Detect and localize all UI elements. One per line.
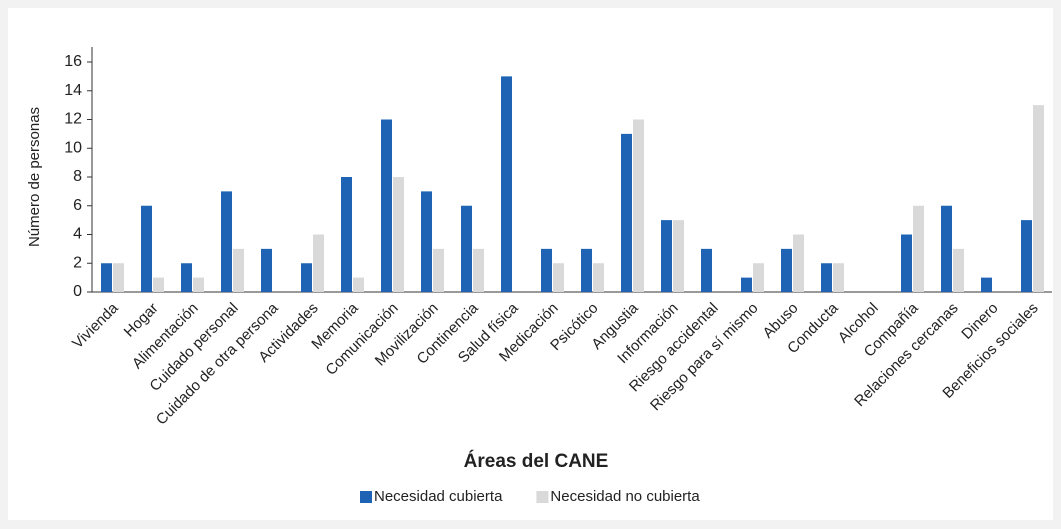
bar: [101, 263, 112, 292]
bar: [421, 191, 432, 292]
bar: [621, 133, 632, 292]
bar: [193, 277, 204, 292]
legend-label: Necesidad no cubierta: [550, 488, 700, 505]
y-axis-label: Número de personas: [26, 107, 43, 247]
bar: [701, 248, 712, 292]
bar: [581, 248, 592, 292]
legend-swatch: [536, 491, 549, 503]
legend-label: Necesidad cubierta: [374, 488, 503, 505]
plot-background: [8, 8, 1053, 520]
y-tick-label: 8: [73, 168, 82, 185]
y-tick-label: 10: [64, 139, 82, 156]
bar: [141, 205, 152, 292]
bar: [433, 248, 444, 292]
bar: [181, 263, 192, 292]
bar: [793, 234, 804, 292]
bar: [833, 263, 844, 292]
bar: [821, 263, 832, 292]
y-tick-label: 16: [64, 53, 82, 70]
bar: [393, 177, 404, 292]
y-tick-label: 0: [73, 283, 82, 300]
bar: [1021, 220, 1032, 292]
bar: [473, 248, 484, 292]
bar: [381, 119, 392, 292]
bar: [313, 234, 324, 292]
x-axis-label: Áreas del CANE: [464, 450, 609, 472]
bar: [593, 263, 604, 292]
bar: [353, 277, 364, 292]
bar: [341, 177, 352, 292]
bar: [113, 263, 124, 292]
bar: [673, 220, 684, 292]
bar: [1033, 105, 1044, 292]
bar: [301, 263, 312, 292]
bar: [753, 263, 764, 292]
bar: [541, 248, 552, 292]
bar: [941, 205, 952, 292]
bar: [553, 263, 564, 292]
y-tick-label: 2: [73, 254, 82, 271]
bar: [153, 277, 164, 292]
y-tick-label: 14: [64, 82, 82, 99]
bar: [461, 205, 472, 292]
y-tick-label: 12: [64, 111, 82, 128]
bar: [501, 76, 512, 292]
bar: [981, 277, 992, 292]
bar: [901, 234, 912, 292]
bar: [661, 220, 672, 292]
bar: [741, 277, 752, 292]
bar: [633, 119, 644, 292]
bar: [953, 248, 964, 292]
y-tick-label: 4: [73, 226, 82, 243]
bar: [221, 191, 232, 292]
bar: [781, 248, 792, 292]
legend-swatch: [360, 491, 372, 503]
bar: [261, 248, 272, 292]
bar: [233, 248, 244, 292]
y-tick-label: 6: [73, 197, 82, 214]
bar: [913, 205, 924, 292]
